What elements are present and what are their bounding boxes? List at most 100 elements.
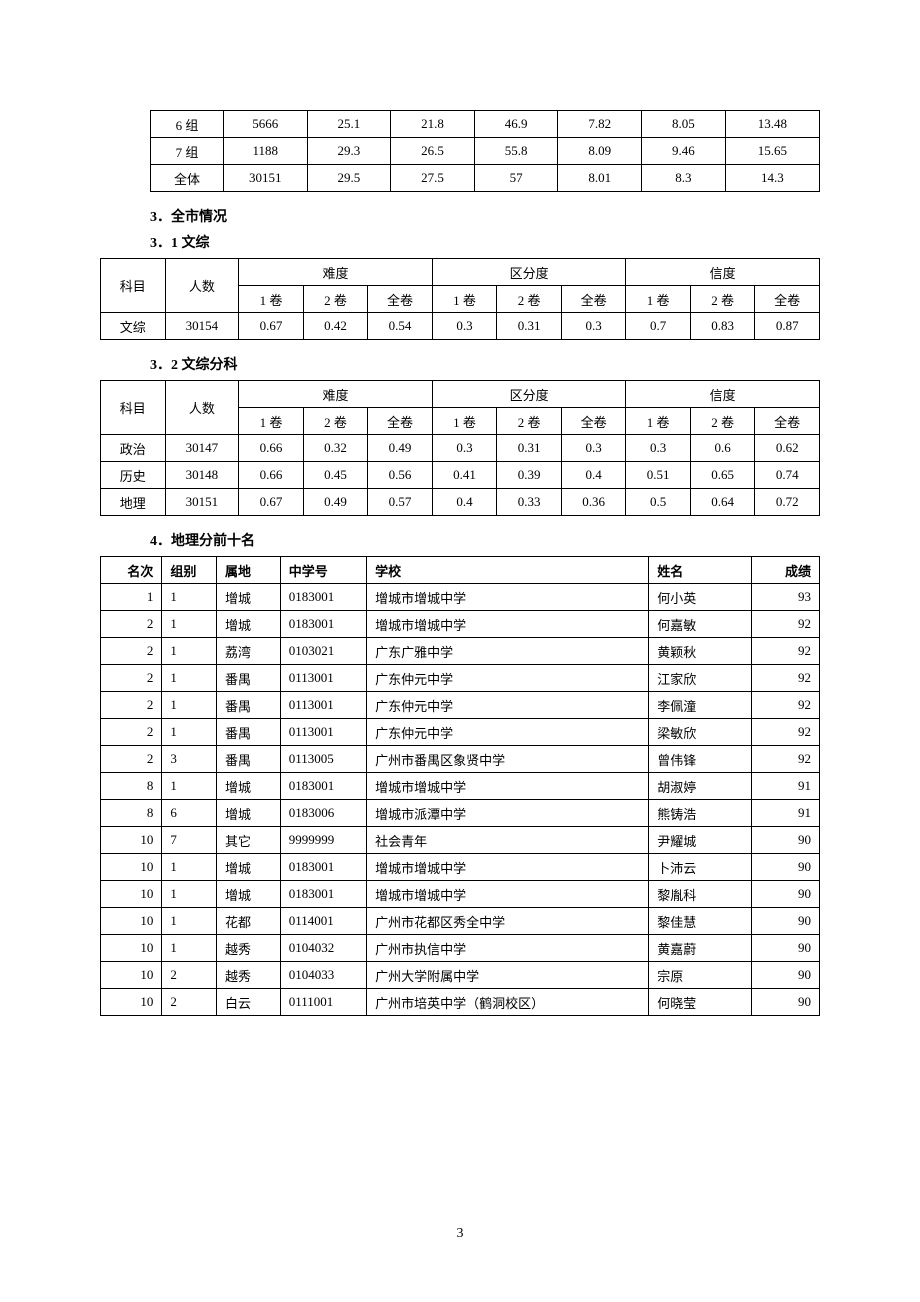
table-cell: 1 <box>162 881 217 908</box>
table-header-row: 名次组别属地中学号学校姓名成绩 <box>101 557 820 584</box>
table-cell: 0.51 <box>626 462 691 489</box>
table-cell: 0.62 <box>755 435 820 462</box>
table-cell: 1 <box>162 719 217 746</box>
table-row: 101增城0183001增城市增城中学黎胤科90 <box>101 881 820 908</box>
table-cell: 10 <box>101 854 162 881</box>
table-cell: 0.42 <box>303 313 368 340</box>
table-cell: 何嘉敏 <box>649 611 751 638</box>
table-header-cell: 信度 <box>626 259 820 286</box>
table-cell: 0.74 <box>755 462 820 489</box>
table-cell: 全体 <box>151 165 224 192</box>
table-cell: 9.46 <box>642 138 726 165</box>
table-row: 文综301540.670.420.540.30.310.30.70.830.87 <box>101 313 820 340</box>
table-cell: 0113001 <box>280 692 366 719</box>
table-header-row: 科目人数难度区分度信度 <box>101 259 820 286</box>
table-cell: 1 <box>162 908 217 935</box>
table-cell: 何晓莹 <box>649 989 751 1016</box>
table-cell: 广东仲元中学 <box>367 719 649 746</box>
table-cell: 增城 <box>217 881 281 908</box>
table-cell: 黄颖秋 <box>649 638 751 665</box>
table-cell: 10 <box>101 908 162 935</box>
table-cell: 9999999 <box>280 827 366 854</box>
table-header-cell: 全卷 <box>561 286 626 313</box>
table-cell: 0.3 <box>432 435 497 462</box>
heading-4: 4．地理分前十名 <box>150 530 820 550</box>
table-cell: 90 <box>751 827 819 854</box>
table-cell: 熊铸浩 <box>649 800 751 827</box>
table-cell: 90 <box>751 881 819 908</box>
table-cell: 30148 <box>165 462 239 489</box>
table-cell: 1 <box>162 692 217 719</box>
table-row: 全体3015129.527.5578.018.314.3 <box>151 165 820 192</box>
table-cell: 1 <box>162 611 217 638</box>
table-cell: 黎佳慧 <box>649 908 751 935</box>
table-cell: 0103021 <box>280 638 366 665</box>
table-cell: 90 <box>751 962 819 989</box>
table-cell: 1 <box>162 854 217 881</box>
table-cell: 0.67 <box>239 489 304 516</box>
table-cell: 13.48 <box>725 111 819 138</box>
table-cell: 0.65 <box>690 462 755 489</box>
table-cell: 92 <box>751 719 819 746</box>
table-header-cell: 2 卷 <box>497 408 562 435</box>
table-cell: 增城 <box>217 854 281 881</box>
table-cell: 0.45 <box>303 462 368 489</box>
table-cell: 7 <box>162 827 217 854</box>
table-cell: 0183001 <box>280 854 366 881</box>
table-header-cell: 成绩 <box>751 557 819 584</box>
table-header-cell: 2 卷 <box>303 286 368 313</box>
table-cell: 增城 <box>217 611 281 638</box>
table-cell: 0111001 <box>280 989 366 1016</box>
table-row: 81增城0183001增城市增城中学胡淑婷91 <box>101 773 820 800</box>
table-cell: 0.33 <box>497 489 562 516</box>
table-header-cell: 难度 <box>239 259 433 286</box>
table-row: 86增城0183006增城市派潭中学熊铸浩91 <box>101 800 820 827</box>
table-cell: 92 <box>751 611 819 638</box>
table-cell: 增城 <box>217 584 281 611</box>
table-row: 101增城0183001增城市增城中学卜沛云90 <box>101 854 820 881</box>
table-cell: 番禺 <box>217 746 281 773</box>
table-header-cell: 全卷 <box>368 286 433 313</box>
table-cell: 2 <box>101 611 162 638</box>
table-header-cell: 人数 <box>165 381 239 435</box>
table-cell: 0113001 <box>280 665 366 692</box>
table-cell: 25.1 <box>307 111 391 138</box>
group-stats-table-wrap: 6 组566625.121.846.97.828.0513.487 组11882… <box>150 110 820 192</box>
table-cell: 0.66 <box>239 435 304 462</box>
table-header-cell: 中学号 <box>280 557 366 584</box>
table-cell: 社会青年 <box>367 827 649 854</box>
table-cell: 白云 <box>217 989 281 1016</box>
table-cell: 其它 <box>217 827 281 854</box>
table-row: 历史301480.660.450.560.410.390.40.510.650.… <box>101 462 820 489</box>
table-cell: 荔湾 <box>217 638 281 665</box>
table-row: 21番禺0113001广东仲元中学李佩潼92 <box>101 692 820 719</box>
table-cell: 0.7 <box>626 313 691 340</box>
page-number: 3 <box>0 1226 920 1242</box>
table-row: 23番禺0113005广州市番禺区象贤中学曾伟锋92 <box>101 746 820 773</box>
table-cell: 江家欣 <box>649 665 751 692</box>
table-cell: 1 <box>162 665 217 692</box>
table-cell: 0104033 <box>280 962 366 989</box>
table-row: 102白云0111001广州市培英中学（鹤洞校区）何晓莹90 <box>101 989 820 1016</box>
table-cell: 90 <box>751 989 819 1016</box>
table-header-cell: 姓名 <box>649 557 751 584</box>
table-cell: 29.5 <box>307 165 391 192</box>
table-row: 11增城0183001增城市增城中学何小英93 <box>101 584 820 611</box>
table-cell: 0.5 <box>626 489 691 516</box>
table-cell: 何小英 <box>649 584 751 611</box>
table-cell: 番禺 <box>217 665 281 692</box>
table-cell: 梁敏欣 <box>649 719 751 746</box>
table-cell: 2 <box>101 638 162 665</box>
table-cell: 0.32 <box>303 435 368 462</box>
table-cell: 政治 <box>101 435 166 462</box>
table-cell: 胡淑婷 <box>649 773 751 800</box>
table-cell: 广州市花都区秀全中学 <box>367 908 649 935</box>
table-header-cell: 全卷 <box>368 408 433 435</box>
table-cell: 地理 <box>101 489 166 516</box>
table-cell: 李佩潼 <box>649 692 751 719</box>
table-cell: 0.3 <box>432 313 497 340</box>
table-cell: 0183001 <box>280 881 366 908</box>
table-cell: 0.39 <box>497 462 562 489</box>
table-cell: 番禺 <box>217 692 281 719</box>
table-cell: 0.83 <box>690 313 755 340</box>
